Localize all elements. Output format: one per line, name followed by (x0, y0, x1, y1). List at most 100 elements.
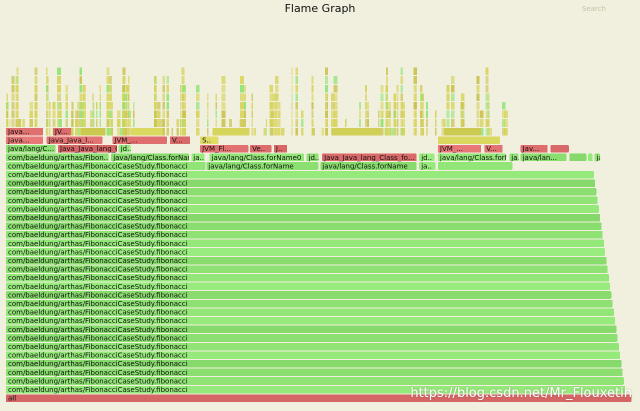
flame-frame-thin[interactable] (122, 93, 126, 101)
flame-frame-thin[interactable] (221, 76, 226, 84)
flame-frame[interactable] (6, 145, 56, 153)
flame-frame-thin[interactable] (16, 84, 19, 93)
flame-frame-thin[interactable] (47, 84, 49, 93)
flame-frame-thin[interactable] (480, 119, 484, 127)
flame-frame-thin[interactable] (425, 127, 429, 136)
flame-frame-thin[interactable] (251, 110, 253, 119)
flame-frame-thin[interactable] (311, 93, 314, 101)
flame-frame-thin[interactable] (122, 127, 126, 136)
flame-frame-thin[interactable] (206, 93, 209, 101)
flame-frame[interactable] (6, 162, 206, 170)
flame-frame-thin[interactable] (196, 102, 200, 110)
flame-frame-thin[interactable] (45, 93, 48, 101)
flame-frame-thin[interactable] (263, 127, 266, 136)
flame-frame-thin[interactable] (489, 127, 492, 136)
flame-frame[interactable] (331, 127, 382, 136)
flame-frame-thin[interactable] (11, 119, 15, 127)
flame-frame-thin[interactable] (176, 119, 179, 127)
flame-frame[interactable] (569, 153, 587, 162)
flame-frame-thin[interactable] (394, 127, 397, 136)
flame-frame-thin[interactable] (45, 119, 48, 127)
flame-frame-thin[interactable] (126, 119, 130, 127)
flame-frame-thin[interactable] (380, 84, 384, 93)
flame-frame-thin[interactable] (128, 76, 130, 84)
flame-frame-thin[interactable] (385, 93, 389, 101)
flame-frame-thin[interactable] (229, 119, 232, 127)
flame-frame[interactable] (306, 153, 319, 162)
flame-frame-thin[interactable] (275, 110, 279, 119)
flame-frame-thin[interactable] (278, 119, 281, 127)
flame-frame-thin[interactable] (311, 110, 314, 119)
flame-frame-thin[interactable] (401, 127, 405, 136)
flame-frame[interactable] (6, 360, 622, 368)
flame-frame-thin[interactable] (393, 93, 396, 101)
flame-frame-thin[interactable] (419, 127, 423, 136)
flame-frame-thin[interactable] (419, 110, 423, 119)
flame-frame[interactable] (209, 153, 305, 162)
flame-frame-thin[interactable] (311, 102, 314, 110)
flame-frame[interactable] (6, 248, 606, 256)
flame-frame[interactable] (58, 145, 117, 153)
flame-frame-thin[interactable] (485, 84, 489, 93)
flame-frame-thin[interactable] (47, 93, 49, 101)
flame-frame-thin[interactable] (311, 119, 314, 127)
flame-frame-thin[interactable] (485, 67, 489, 76)
flame-frame-thin[interactable] (295, 127, 298, 136)
flame-frame-thin[interactable] (385, 110, 389, 119)
flame-frame-thin[interactable] (11, 102, 15, 110)
flame-frame-thin[interactable] (80, 110, 84, 119)
flame-frame-thin[interactable] (502, 110, 506, 119)
flame-frame-thin[interactable] (126, 110, 130, 119)
flame-frame-thin[interactable] (95, 102, 98, 110)
flame-frame-thin[interactable] (99, 110, 102, 119)
flame-frame-thin[interactable] (71, 127, 74, 136)
flame-frame[interactable] (6, 291, 612, 299)
flame-frame-thin[interactable] (107, 127, 112, 136)
flame-frame-thin[interactable] (365, 110, 367, 119)
flame-frame-thin[interactable] (435, 110, 437, 119)
flame-frame-thin[interactable] (476, 76, 480, 84)
flame-frame[interactable] (273, 145, 288, 153)
flame-frame-thin[interactable] (244, 84, 246, 93)
flame-frame-thin[interactable] (393, 110, 396, 119)
flame-frame-thin[interactable] (126, 93, 130, 101)
flame-frame-thin[interactable] (34, 67, 38, 76)
flame-frame-thin[interactable] (330, 110, 335, 119)
flame-frame[interactable] (419, 162, 436, 170)
flame-frame-thin[interactable] (330, 119, 335, 127)
flame-frame-thin[interactable] (16, 110, 19, 119)
flame-frame-thin[interactable] (180, 127, 182, 136)
flame-frame-thin[interactable] (393, 119, 396, 127)
flame-frame-thin[interactable] (272, 127, 277, 136)
flame-frame-thin[interactable] (295, 67, 298, 76)
flame-frame-thin[interactable] (108, 84, 112, 93)
flame-frame-thin[interactable] (272, 119, 277, 127)
flame-frame[interactable] (46, 136, 103, 144)
flame-frame-thin[interactable] (275, 127, 279, 136)
flame-frame-thin[interactable] (419, 119, 423, 127)
flame-frame-thin[interactable] (476, 102, 480, 110)
flame-frame-thin[interactable] (460, 93, 465, 101)
flame-frame-thin[interactable] (413, 127, 418, 136)
flame-frame-thin[interactable] (58, 119, 63, 127)
flame-frame-thin[interactable] (251, 119, 253, 127)
flame-frame-thin[interactable] (79, 93, 82, 101)
flame-frame-thin[interactable] (401, 119, 405, 127)
flame-frame[interactable] (200, 145, 249, 153)
flame-frame-thin[interactable] (166, 110, 170, 119)
flame-frame-thin[interactable] (128, 110, 130, 119)
flame-frame-thin[interactable] (240, 76, 244, 84)
flame-frame[interactable] (6, 222, 602, 230)
flame-frame-thin[interactable] (47, 127, 49, 136)
flame-frame[interactable] (6, 282, 611, 291)
flame-frame[interactable] (250, 145, 272, 153)
flame-frame-thin[interactable] (106, 84, 110, 93)
flame-frame-thin[interactable] (153, 119, 158, 127)
flame-frame-thin[interactable] (117, 119, 121, 127)
flame-frame-thin[interactable] (419, 84, 423, 93)
flame-frame-thin[interactable] (206, 110, 209, 119)
flame-frame-thin[interactable] (45, 127, 48, 136)
flame-frame-thin[interactable] (358, 119, 362, 127)
flame-frame-thin[interactable] (413, 67, 418, 76)
flame-frame-thin[interactable] (6, 110, 8, 119)
